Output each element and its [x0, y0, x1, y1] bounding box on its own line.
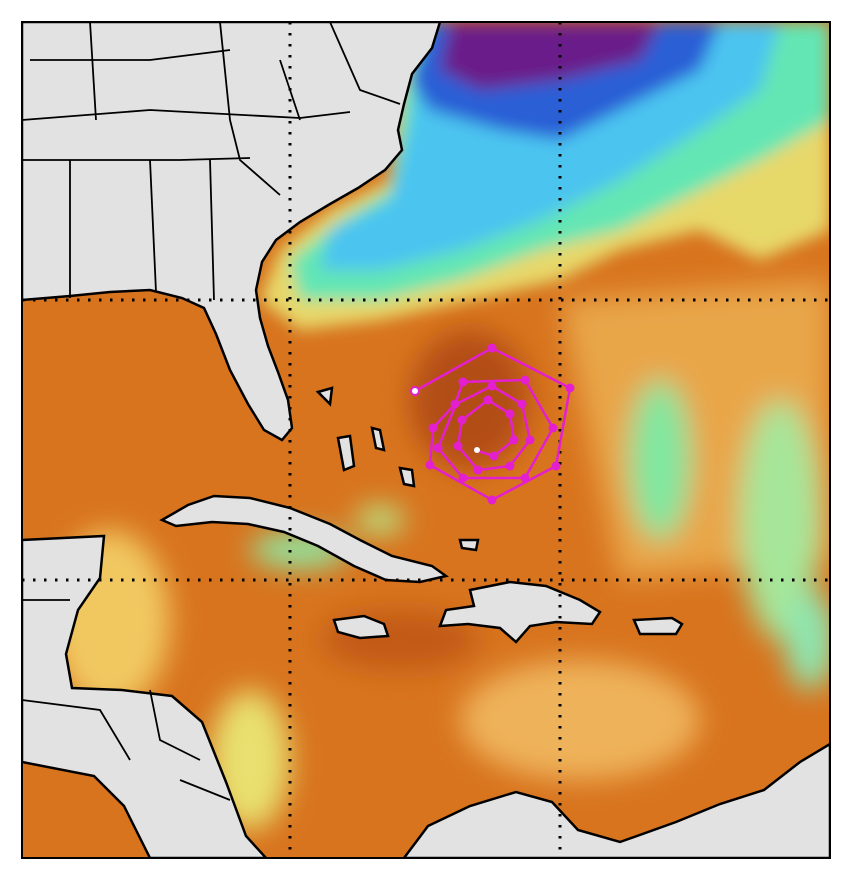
- sst-patch: [410, 330, 530, 470]
- map-body: [22, 22, 830, 858]
- track-point: [548, 423, 558, 433]
- track-point: [483, 395, 493, 405]
- sst-patch: [630, 380, 690, 540]
- bahamas: [315, 386, 480, 552]
- track-points: [410, 343, 575, 505]
- track-point: [487, 381, 497, 391]
- track-point: [487, 343, 497, 353]
- map-frame: [21, 21, 831, 859]
- track-point: [505, 409, 515, 419]
- track-point: [551, 461, 561, 471]
- central-america: [22, 534, 268, 858]
- track-start: [410, 386, 420, 396]
- track-point: [520, 375, 530, 385]
- hispaniola: [438, 580, 602, 644]
- storm-track: [410, 343, 575, 505]
- state-border: [22, 22, 401, 301]
- track-end: [474, 447, 480, 453]
- track-point: [505, 461, 515, 471]
- track-point: [517, 399, 527, 409]
- track-point: [425, 460, 435, 470]
- track-point: [458, 377, 468, 387]
- track-point: [458, 473, 468, 483]
- south-america: [402, 742, 830, 858]
- sst-patch: [440, 22, 660, 90]
- track-point: [428, 423, 438, 433]
- sst-patch: [785, 590, 830, 690]
- track-point: [509, 435, 519, 445]
- track-point: [525, 435, 535, 445]
- track-point: [487, 495, 497, 505]
- cuba: [159, 494, 449, 584]
- track-point: [489, 451, 499, 461]
- north-america: [22, 22, 442, 442]
- track-point: [473, 465, 483, 475]
- jamaica: [332, 614, 390, 640]
- track-point: [520, 473, 530, 483]
- sst-patch: [355, 506, 405, 534]
- track-point: [433, 443, 443, 453]
- puerto-rico: [632, 616, 684, 636]
- sst-patch: [460, 660, 700, 780]
- track-point: [565, 383, 575, 393]
- track-point: [457, 415, 467, 425]
- track-point: [450, 399, 460, 409]
- country-border: [22, 599, 231, 801]
- track-point: [453, 441, 463, 451]
